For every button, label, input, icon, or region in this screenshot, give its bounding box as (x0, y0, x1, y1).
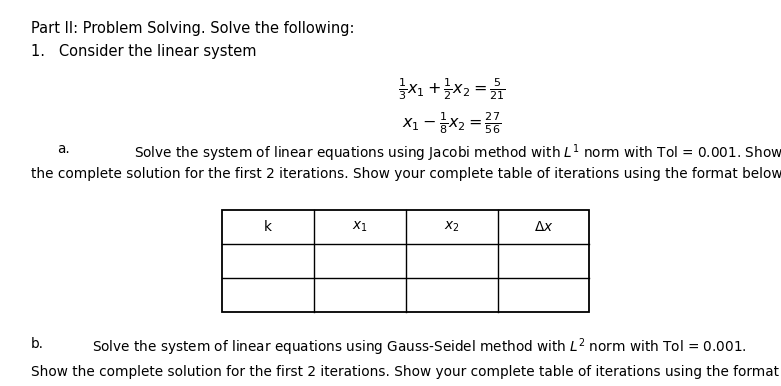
Text: the complete solution for the first 2 iterations. Show your complete table of it: the complete solution for the first 2 it… (30, 166, 781, 181)
Text: b.: b. (30, 337, 44, 351)
Bar (222, 210, 590, 312)
Text: Show the complete solution for the first 2 iterations. Show your complete table : Show the complete solution for the first… (30, 365, 779, 379)
Text: a.: a. (58, 142, 70, 156)
Text: $\frac{1}{3}x_1 + \frac{1}{2}x_2 = \frac{5}{21}$: $\frac{1}{3}x_1 + \frac{1}{2}x_2 = \frac… (398, 76, 505, 102)
Text: Solve the system of linear equations using Jacobi method with $L^1$ norm with To: Solve the system of linear equations usi… (134, 142, 781, 164)
Text: Part II: Problem Solving. Solve the following:: Part II: Problem Solving. Solve the foll… (30, 21, 355, 36)
Text: 1.   Consider the linear system: 1. Consider the linear system (30, 44, 256, 59)
Text: $x_2$: $x_2$ (444, 220, 459, 234)
Text: $x_1 - \frac{1}{8}x_2 = \frac{27}{56}$: $x_1 - \frac{1}{8}x_2 = \frac{27}{56}$ (402, 110, 501, 135)
Text: Solve the system of linear equations using Gauss-Seidel method with $L^2$ norm w: Solve the system of linear equations usi… (92, 337, 747, 358)
Text: $x_1$: $x_1$ (352, 220, 368, 234)
Text: $\Delta x$: $\Delta x$ (534, 220, 553, 234)
Text: k: k (264, 220, 272, 234)
